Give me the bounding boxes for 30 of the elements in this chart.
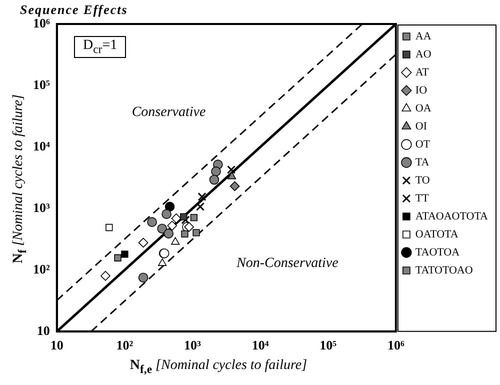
annotation: Conservative (132, 105, 206, 120)
y-tick-label: 10³ (32, 200, 50, 215)
y-tick-label: 10² (32, 261, 50, 276)
y-tick-label: 10 (36, 322, 50, 338)
annotation: Non-Conservative (235, 256, 338, 271)
legend-label: AT (415, 66, 430, 78)
x-tick-label: 10³ (184, 338, 202, 353)
legend-label: OT (415, 138, 430, 150)
legend-label: IO (415, 84, 428, 96)
legend-label: OI (415, 120, 428, 132)
legend-label: OATOTA (415, 228, 458, 240)
legend-label: TT (415, 192, 430, 204)
x-axis-title: N$_{f,e}$ [Nominal cycles to failure] (128, 358, 308, 376)
x-tick-label: 10⁵ (320, 338, 337, 353)
legend-label: TO (415, 174, 430, 186)
x-tick-label: 10² (116, 338, 134, 353)
legend-label: TATOTOAO (415, 264, 473, 276)
chart-title: Sequence Effects (20, 2, 128, 18)
legend-label: OA (415, 102, 432, 114)
x-tick-label: 10 (50, 338, 64, 353)
legend-label: AO (415, 48, 432, 60)
legend-label: ATAOAOTOTA (415, 210, 488, 222)
y-tick-label: 10⁴ (32, 138, 50, 154)
annotation: D$_{cr}$=1 (74, 36, 126, 58)
legend-label: TAOTOA (415, 246, 460, 258)
y-tick-label: 10⁵ (32, 76, 50, 92)
legend-label: TA (415, 156, 430, 168)
x-tick-label: 10⁶ (387, 338, 404, 353)
legend-label: AA (415, 30, 432, 42)
x-tick-label: 10⁴ (252, 338, 269, 353)
